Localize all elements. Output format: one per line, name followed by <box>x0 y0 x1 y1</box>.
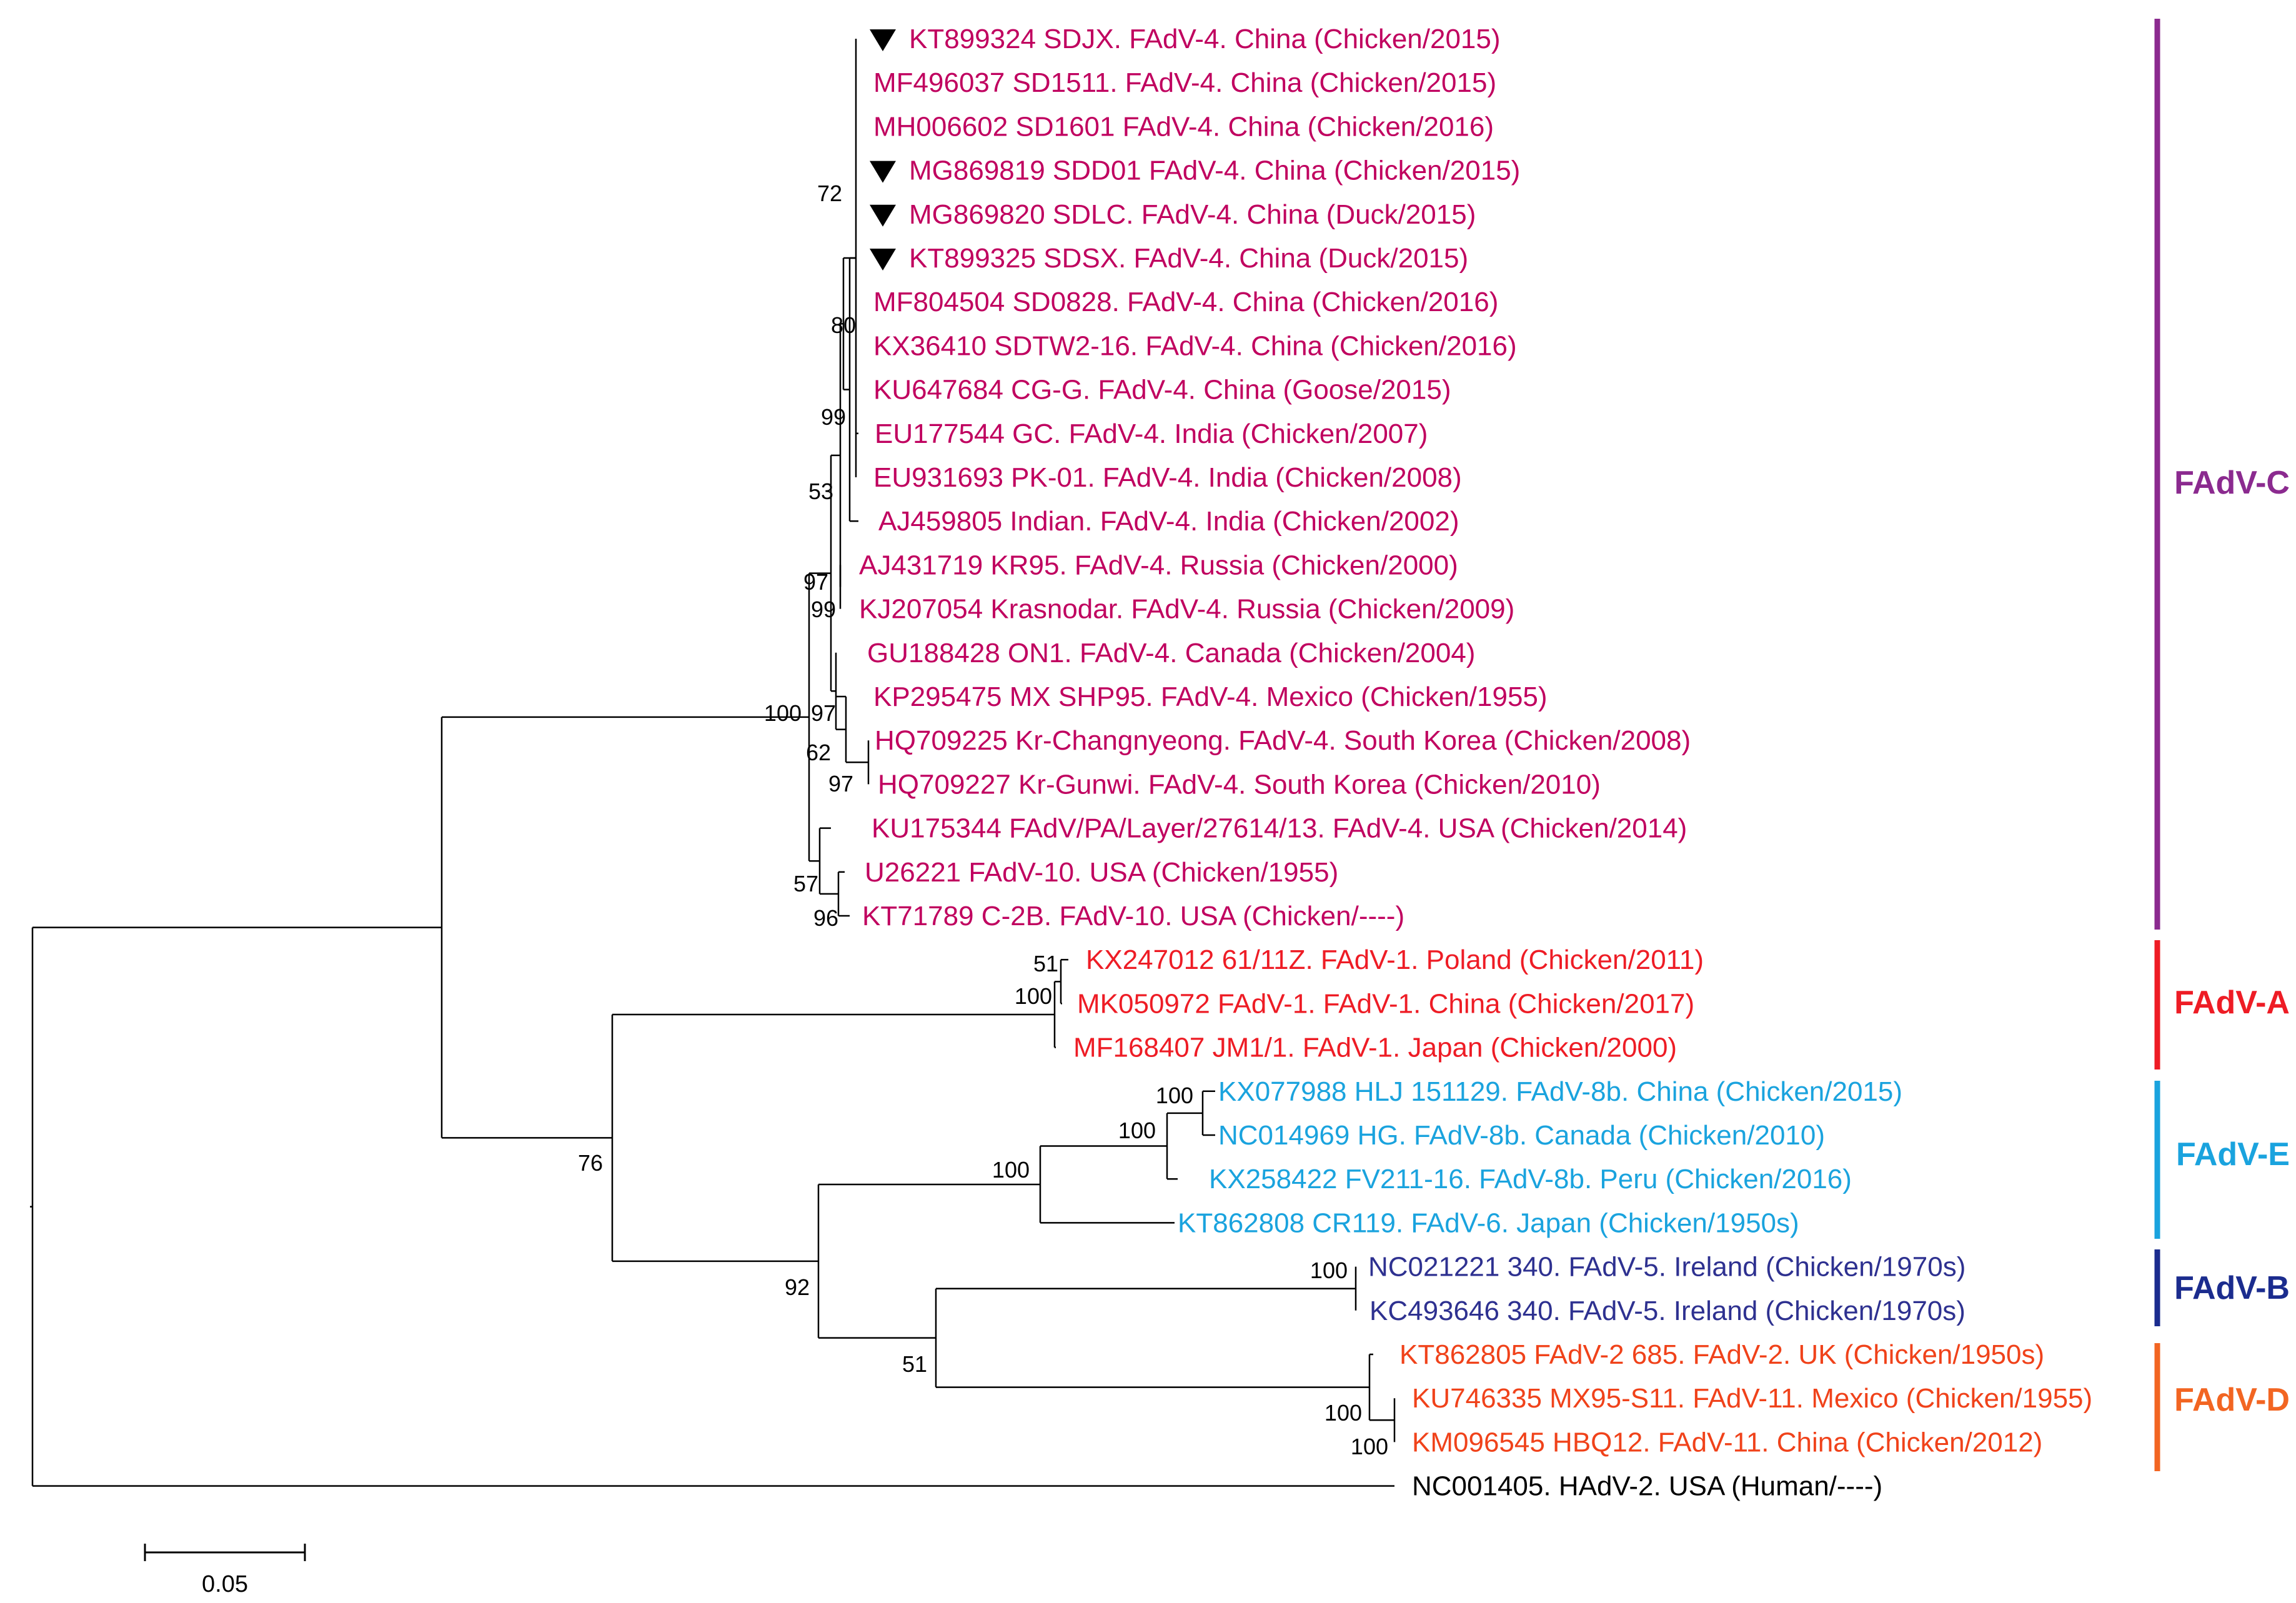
taxon-label: KM096545 HBQ12. FAdV-11. China (Chicken/… <box>1412 1427 2042 1457</box>
taxon-label: KX36410 SDTW2-16. FAdV-4. China (Chicken… <box>873 330 1517 361</box>
taxon-label: KP295475 MX SHP95. FAdV-4. Mexico (Chick… <box>873 682 1548 712</box>
taxon-label: MH006602 SD1601 FAdV-4. China (Chicken/2… <box>873 111 1494 142</box>
bootstrap-value: 53 <box>808 479 833 504</box>
taxon-label: KX247012 61/11Z. FAdV-1. Poland (Chicken… <box>1086 945 1704 975</box>
clade-brackets: FAdV-C FAdV-A FAdV-E FAdV-B FAdV-D <box>2154 19 2290 1471</box>
bootstrap-value: 100 <box>1310 1258 1348 1283</box>
bootstrap-value: 100 <box>1156 1083 1193 1108</box>
taxon-label: KJ207054 Krasnodar. FAdV-4. Russia (Chic… <box>859 594 1514 625</box>
triangle-marker-icon <box>870 29 896 51</box>
taxon-label: MF496037 SD1511. FAdV-4. China (Chicken/… <box>873 67 1496 98</box>
bootstrap-value: 62 <box>806 740 831 765</box>
taxon-label: HQ709225 Kr-Changnyeong. FAdV-4. South K… <box>875 725 1691 756</box>
taxon-label: MK050972 FAdV-1. FAdV-1. China (Chicken/… <box>1077 988 1694 1019</box>
taxon-label: NC021221 340. FAdV-5. Ireland (Chicken/1… <box>1368 1252 1966 1283</box>
bootstrap-value: 100 <box>992 1157 1030 1183</box>
scale-bar: 0.05 <box>144 1544 306 1597</box>
bootstrap-value: 96 <box>813 905 838 931</box>
bootstrap-value: 99 <box>811 597 836 622</box>
taxon-label: KT862808 CR119. FAdV-6. Japan (Chicken/1… <box>1178 1208 1799 1238</box>
bootstrap-value: 97 <box>811 700 836 726</box>
taxon-label: U26221 FAdV-10. USA (Chicken/1955) <box>865 857 1338 888</box>
sample-markers <box>870 29 896 270</box>
taxon-label: KT862805 FAdV-2 685. FAdV-2. UK (Chicken… <box>1399 1339 2044 1370</box>
clade-label: FAdV-E <box>2176 1136 2290 1173</box>
bootstrap-value: 100 <box>1324 1400 1362 1426</box>
taxon-label: KU746335 MX95-S11. FAdV-11. Mexico (Chic… <box>1412 1383 2092 1414</box>
taxon-label: KT899324 SDJX. FAdV-4. China (Chicken/20… <box>909 24 1501 54</box>
bootstrap-value: 76 <box>578 1150 603 1176</box>
bootstrap-value: 72 <box>817 181 842 206</box>
bootstrap-value: 100 <box>1118 1118 1156 1143</box>
bootstrap-value: 97 <box>828 771 853 797</box>
tree-branches <box>30 39 1396 1487</box>
taxon-label: EU931693 PK-01. FAdV-4. India (Chicken/2… <box>873 462 1462 493</box>
clade-label: FAdV-A <box>2174 985 2290 1021</box>
bootstrap-value: 99 <box>821 404 846 430</box>
bootstrap-value: 57 <box>793 871 818 896</box>
clade-label: FAdV-D <box>2174 1382 2290 1418</box>
bootstrap-value: 51 <box>1033 951 1058 976</box>
bootstrap-value: 92 <box>785 1274 810 1300</box>
taxon-label: KX077988 HLJ 151129. FAdV-8b. China (Chi… <box>1218 1076 1902 1107</box>
taxon-label: KU647684 CG-G. FAdV-4. China (Goose/2015… <box>873 375 1451 405</box>
triangle-marker-icon <box>870 249 896 270</box>
taxon-label: KT71789 C-2B. FAdV-10. USA (Chicken/----… <box>862 901 1404 931</box>
taxon-label: KT899325 SDSX. FAdV-4. China (Duck/2015) <box>909 243 1468 274</box>
taxon-label: KC493646 340. FAdV-5. Ireland (Chicken/1… <box>1369 1296 1966 1326</box>
bootstrap-value: 100 <box>1351 1434 1388 1459</box>
triangle-marker-icon <box>870 161 896 183</box>
taxon-label: KX258422 FV211-16. FAdV-8b. Peru (Chicke… <box>1209 1164 1852 1194</box>
taxon-label: HQ709227 Kr-Gunwi. FAdV-4. South Korea (… <box>878 769 1601 800</box>
taxon-label: MG869819 SDD01 FAdV-4. China (Chicken/20… <box>909 156 1520 186</box>
bootstrap-value: 100 <box>1015 983 1052 1009</box>
clade-label: FAdV-B <box>2174 1270 2290 1306</box>
taxon-label: EU177544 GC. FAdV-4. India (Chicken/2007… <box>875 419 1428 449</box>
bootstrap-value: 100 <box>764 700 802 726</box>
triangle-marker-icon <box>870 204 896 227</box>
taxon-label: MG869820 SDLC. FAdV-4. China (Duck/2015) <box>909 199 1476 230</box>
taxon-label: AJ459805 Indian. FAdV-4. India (Chicken/… <box>878 506 1459 537</box>
taxon-labels: KT899324 SDJX. FAdV-4. China (Chicken/20… <box>859 24 2092 1502</box>
scale-bar-label: 0.05 <box>202 1571 248 1597</box>
taxon-label: MF804504 SD0828. FAdV-4. China (Chicken/… <box>873 287 1498 317</box>
taxon-label: AJ431719 KR95. FAdV-4. Russia (Chicken/2… <box>859 550 1458 580</box>
bootstrap-value: 51 <box>902 1351 927 1377</box>
bootstrap-value: 97 <box>803 569 828 595</box>
taxon-label: NC001405. HAdV-2. USA (Human/----) <box>1412 1471 1882 1502</box>
taxon-label: NC014969 HG. FAdV-8b. Canada (Chicken/20… <box>1218 1120 1825 1151</box>
taxon-label: GU188428 ON1. FAdV-4. Canada (Chicken/20… <box>867 638 1475 668</box>
taxon-label: MF168407 JM1/1. FAdV-1. Japan (Chicken/2… <box>1073 1033 1677 1063</box>
taxon-label: KU175344 FAdV/PA/Layer/27614/13. FAdV-4.… <box>872 813 1687 844</box>
bootstrap-value: 80 <box>831 312 856 338</box>
clade-label: FAdV-C <box>2174 465 2290 501</box>
